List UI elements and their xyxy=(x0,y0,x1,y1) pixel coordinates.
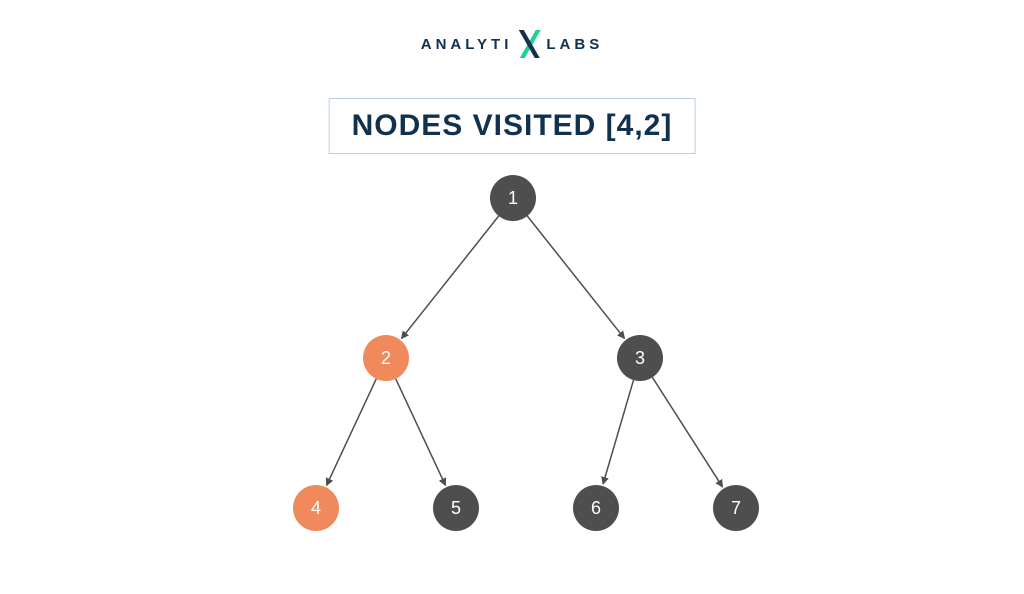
tree-node-5: 5 xyxy=(433,485,479,531)
tree-node-1: 1 xyxy=(490,175,536,221)
tree-node-label: 3 xyxy=(635,348,645,368)
tree-edge xyxy=(527,216,624,338)
tree-node-6: 6 xyxy=(573,485,619,531)
tree-edge xyxy=(652,377,722,487)
tree-diagram: 1 2 3 4 5 6 7 xyxy=(0,0,1024,594)
tree-node-3: 3 xyxy=(617,335,663,381)
tree-edge xyxy=(396,379,446,486)
tree-edge xyxy=(603,380,633,484)
tree-edge xyxy=(327,379,377,486)
tree-node-2: 2 xyxy=(363,335,409,381)
tree-node-7: 7 xyxy=(713,485,759,531)
tree-node-4: 4 xyxy=(293,485,339,531)
tree-node-label: 4 xyxy=(311,498,321,518)
tree-node-label: 5 xyxy=(451,498,461,518)
tree-node-label: 7 xyxy=(731,498,741,518)
tree-node-label: 6 xyxy=(591,498,601,518)
tree-edge xyxy=(402,216,499,338)
tree-node-label: 2 xyxy=(381,348,391,368)
tree-node-label: 1 xyxy=(508,188,518,208)
